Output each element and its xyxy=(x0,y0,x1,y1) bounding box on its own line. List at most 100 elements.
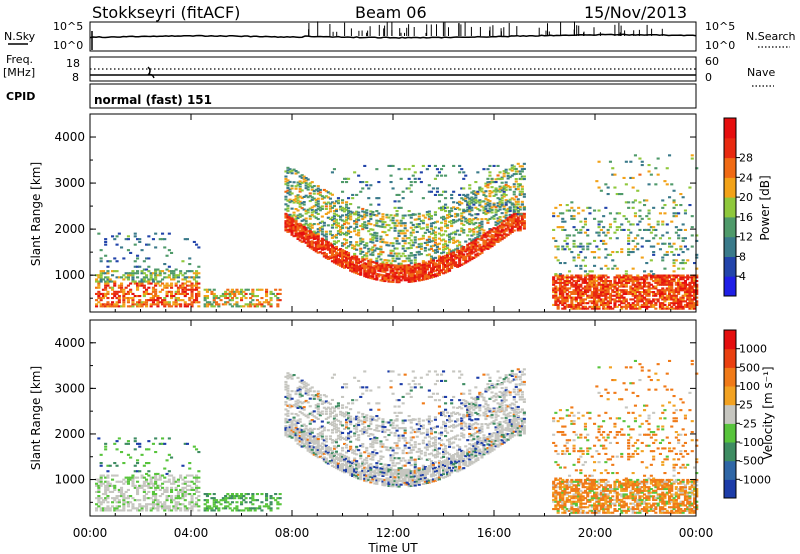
power-echo-cell xyxy=(456,213,460,216)
power-echo-cell xyxy=(373,224,377,227)
velocity-echo-cell xyxy=(165,507,169,510)
power-echo-cell xyxy=(468,218,472,221)
power-echo-cell xyxy=(502,195,506,198)
power-echo-cell xyxy=(608,296,612,299)
velocity-echo-cell xyxy=(190,474,194,477)
power-echo-cell xyxy=(97,274,101,277)
velocity-echo-cell xyxy=(131,474,135,477)
velocity-echo-cell xyxy=(195,474,199,477)
power-echo-cell xyxy=(330,254,334,257)
power-echo-cell xyxy=(389,226,393,229)
power-echo-cell xyxy=(417,177,421,180)
power-echo-cell xyxy=(484,205,488,208)
power-echo-cell xyxy=(133,265,137,268)
power-echo-cell xyxy=(508,168,512,171)
power-echo-cell xyxy=(442,268,446,271)
power-echo-cell xyxy=(240,305,244,308)
power-echo-cell xyxy=(197,276,201,279)
power-echo-cell xyxy=(365,209,369,212)
power-echo-cell xyxy=(633,215,637,218)
power-echo-cell xyxy=(185,305,189,308)
power-echo-cell xyxy=(113,284,117,287)
power-echo-cell xyxy=(435,265,439,268)
power-echo-cell xyxy=(468,205,472,208)
power-echo-cell xyxy=(417,270,421,273)
power-echo-cell xyxy=(158,284,162,287)
power-echo-cell xyxy=(633,305,637,308)
power-echo-cell xyxy=(288,191,292,194)
power-echo-cell xyxy=(411,244,415,247)
power-echo-cell xyxy=(411,223,415,226)
power-echo-cell xyxy=(365,181,369,184)
power-echo-cell xyxy=(312,232,316,235)
power-echo-cell xyxy=(341,254,345,257)
power-echo-cell xyxy=(656,289,660,292)
power-echo-cell xyxy=(681,307,685,310)
power-echo-cell xyxy=(286,189,290,192)
power-echo-cell xyxy=(574,300,578,303)
power-echo-cell xyxy=(255,288,259,291)
power-echo-cell xyxy=(590,294,594,297)
power-echo-cell xyxy=(383,270,387,273)
power-echo-cell xyxy=(565,300,569,303)
power-echo-cell xyxy=(633,212,637,215)
power-echo-cell xyxy=(407,273,411,276)
power-echo-cell xyxy=(452,253,456,256)
power-echo-cell xyxy=(695,289,699,292)
power-echo-cell xyxy=(561,307,565,310)
power-echo-cell xyxy=(602,283,606,286)
power-echo-cell xyxy=(452,231,456,234)
power-echo-cell xyxy=(298,200,302,203)
power-echo-cell xyxy=(324,212,328,215)
power-echo-cell xyxy=(205,290,209,293)
power-echo-cell xyxy=(558,204,562,207)
power-echo-cell xyxy=(595,289,599,292)
power-echo-cell xyxy=(508,215,512,218)
power-echo-cell xyxy=(500,238,504,241)
velocity-echo-cell xyxy=(170,486,174,489)
power-echo-cell xyxy=(383,263,387,266)
power-echo-cell xyxy=(661,242,665,245)
velocity-echo-cell xyxy=(255,493,259,496)
power-echo-cell xyxy=(411,267,415,270)
power-echo-cell xyxy=(147,243,151,246)
power-echo-cell xyxy=(466,221,470,224)
power-echo-cell xyxy=(622,274,626,277)
power-echo-cell xyxy=(397,229,401,232)
power-echo-cell xyxy=(480,235,484,238)
power-echo-cell xyxy=(508,225,512,228)
velocity-echo-cell xyxy=(122,505,126,508)
power-echo-cell xyxy=(99,292,103,295)
power-echo-cell xyxy=(379,238,383,241)
power-echo-cell xyxy=(440,256,444,259)
power-echo-cell xyxy=(328,242,332,245)
power-echo-cell xyxy=(140,270,144,273)
power-echo-cell xyxy=(554,300,558,303)
power-echo-cell xyxy=(597,276,601,279)
velocity-echo-cell xyxy=(99,501,103,504)
power-echo-cell xyxy=(690,234,694,237)
power-echo-cell xyxy=(478,253,482,256)
power-echo-cell xyxy=(572,289,576,292)
power-echo-cell xyxy=(371,270,375,273)
velocity-echo-cell xyxy=(244,493,248,496)
power-echo-cell xyxy=(604,248,608,251)
power-echo-cell xyxy=(681,223,685,226)
velocity-echo-cell xyxy=(126,505,130,508)
power-echo-cell xyxy=(387,273,391,276)
power-echo-cell xyxy=(568,248,572,251)
velocity-echo-cell xyxy=(255,507,259,510)
power-echo-cell xyxy=(490,181,494,184)
power-echo-cell xyxy=(683,281,687,284)
power-echo-cell xyxy=(520,185,524,188)
power-echo-cell xyxy=(409,276,413,279)
power-echo-cell xyxy=(427,238,431,241)
velocity-echo-cell xyxy=(149,478,153,481)
power-echo-cell xyxy=(574,298,578,301)
power-echo-cell xyxy=(332,220,336,223)
power-echo-cell xyxy=(506,210,510,213)
power-echo-cell xyxy=(324,235,328,238)
power-echo-cell xyxy=(341,262,345,265)
power-echo-cell xyxy=(330,252,334,255)
velocity-echo-cell xyxy=(154,437,158,440)
